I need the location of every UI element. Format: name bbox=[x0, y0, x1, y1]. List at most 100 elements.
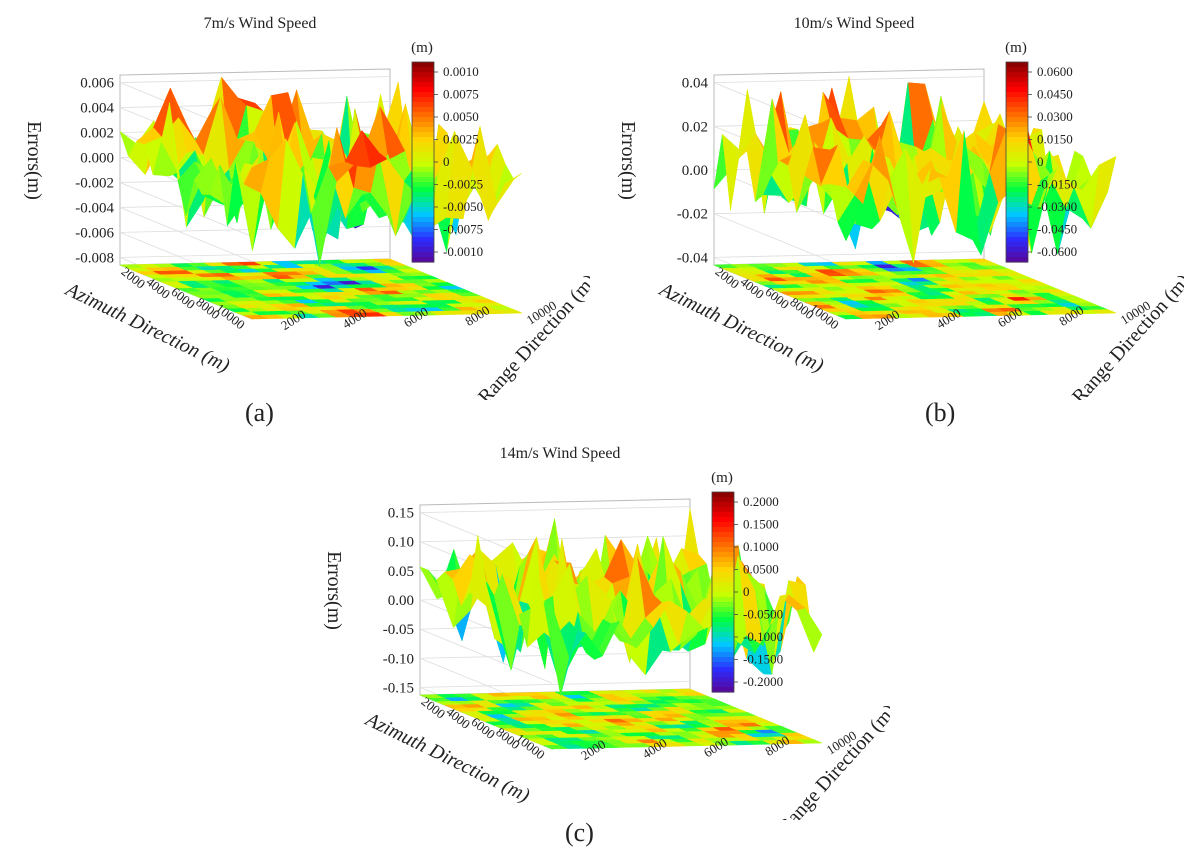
colorbar-step bbox=[712, 557, 734, 563]
colorbar-step bbox=[712, 562, 734, 568]
colorbar-tick-label: 0.0075 bbox=[443, 87, 479, 102]
panel-label-a: (a) bbox=[245, 398, 274, 427]
colorbar-step bbox=[412, 197, 434, 203]
colorbar-step bbox=[712, 577, 734, 583]
colorbar-tick-label: 0.0500 bbox=[743, 562, 779, 577]
colorbar-tick-label: -0.0600 bbox=[1037, 244, 1077, 259]
colorbar-step bbox=[412, 122, 434, 128]
colorbar-step bbox=[412, 157, 434, 163]
z-tick-label: -0.008 bbox=[75, 250, 114, 266]
colorbar-step bbox=[712, 527, 734, 533]
colorbar-step bbox=[712, 607, 734, 613]
colorbar-step bbox=[1006, 197, 1028, 203]
gridline bbox=[119, 251, 391, 258]
colorbar-step bbox=[1006, 257, 1028, 263]
gridline bbox=[419, 628, 553, 684]
contour-cell bbox=[496, 309, 523, 314]
floor-contour bbox=[713, 258, 1117, 320]
z-tick-label: -0.004 bbox=[75, 200, 114, 216]
colorbar-step bbox=[412, 257, 434, 263]
z-axis-label: Errors(m) bbox=[323, 551, 345, 630]
colorbar-step bbox=[1006, 172, 1028, 178]
colorbar-step bbox=[1006, 72, 1028, 78]
colorbar-step bbox=[1006, 147, 1028, 153]
colorbar-step bbox=[412, 107, 434, 113]
colorbar-step bbox=[412, 187, 434, 193]
chart-panel-a: 7m/s Wind Speed 0.006 0.004 0.002 0.000 -0.00… bbox=[0, 0, 590, 400]
chart-svg-b: 10m/s Wind Speed 0.04 0.02 0.00 -0.02 -0.04 Er… bbox=[617, 15, 1184, 400]
colorbar-step bbox=[412, 82, 434, 88]
colorbar-step bbox=[712, 647, 734, 653]
contour-cell bbox=[796, 739, 823, 744]
colorbar-tick-label: -0.1500 bbox=[743, 652, 783, 667]
contour-cell bbox=[1090, 309, 1117, 314]
colorbar-step bbox=[712, 642, 734, 648]
colorbar-step bbox=[412, 237, 434, 243]
colorbar-step bbox=[712, 507, 734, 513]
colorbar-step bbox=[712, 622, 734, 628]
colorbar-step bbox=[712, 672, 734, 678]
colorbar: (m) 0.0600 0.0450 0.0300 0.0150 0 -0.0150 -0.03… bbox=[1005, 40, 1077, 263]
chart-title: 7m/s Wind Speed bbox=[204, 15, 317, 32]
colorbar-step bbox=[412, 127, 434, 133]
colorbar-step bbox=[1006, 202, 1028, 208]
colorbar-step bbox=[712, 537, 734, 543]
gridline bbox=[119, 76, 391, 83]
colorbar-step bbox=[1006, 222, 1028, 228]
colorbar: (m) 0.0010 0.0075 0.0050 0.0025 0 -0.0025 -0.00… bbox=[411, 40, 483, 263]
colorbar-step bbox=[712, 677, 734, 683]
colorbar-step bbox=[712, 592, 734, 598]
gridline bbox=[713, 251, 985, 258]
z-tick-label: 0.006 bbox=[80, 76, 114, 92]
surface-facet bbox=[543, 601, 570, 696]
colorbar-unit: (m) bbox=[711, 470, 733, 486]
colorbar-step bbox=[412, 177, 434, 183]
colorbar-step bbox=[412, 242, 434, 248]
colorbar-step bbox=[412, 112, 434, 118]
colorbar-tick-label: 0 bbox=[443, 154, 450, 169]
colorbar-step bbox=[412, 212, 434, 218]
colorbar-step bbox=[1006, 252, 1028, 258]
gridline bbox=[419, 681, 691, 688]
colorbar-step bbox=[712, 547, 734, 553]
surface-facet bbox=[796, 607, 823, 653]
colorbar-step bbox=[412, 182, 434, 188]
z-tick-label: 0.15 bbox=[388, 506, 414, 522]
floor-contour bbox=[419, 688, 823, 750]
colorbar-tick-label: -0.0150 bbox=[1037, 177, 1077, 192]
colorbar-step bbox=[712, 572, 734, 578]
colorbar: (m) 0.2000 0.1500 0.1000 0.0500 0 -0.0500 -0.10… bbox=[711, 470, 783, 693]
colorbar-tick-label: 0.0300 bbox=[1037, 109, 1073, 124]
surface-facet bbox=[837, 195, 864, 242]
colorbar-step bbox=[712, 617, 734, 623]
surface-facet bbox=[243, 158, 270, 193]
chart-panel-b: 10m/s Wind Speed 0.04 0.02 0.00 -0.02 -0.04 Er… bbox=[594, 0, 1184, 400]
colorbar-step bbox=[1006, 82, 1028, 88]
colorbar-step bbox=[1006, 112, 1028, 118]
colorbar-step bbox=[1006, 182, 1028, 188]
colorbar-tick-label: 0.0010 bbox=[443, 64, 479, 79]
colorbar-step bbox=[712, 552, 734, 558]
colorbar-step bbox=[1006, 212, 1028, 218]
colorbar-step bbox=[412, 172, 434, 178]
z-axis-label: Errors(m) bbox=[23, 121, 45, 200]
z-tick-label: -0.15 bbox=[383, 680, 414, 696]
colorbar-step bbox=[712, 652, 734, 658]
z-tick-label: 0.00 bbox=[388, 593, 414, 609]
colorbar-tick-label: -0.0025 bbox=[443, 177, 483, 192]
z-tick-label: -0.02 bbox=[677, 207, 708, 223]
colorbar-tick-label: 0 bbox=[1037, 154, 1044, 169]
z-tick-label: -0.10 bbox=[383, 651, 414, 667]
colorbar-step bbox=[412, 142, 434, 148]
colorbar-step bbox=[712, 522, 734, 528]
colorbar-step bbox=[412, 72, 434, 78]
z-tick-label: 0.02 bbox=[682, 119, 708, 135]
colorbar-step bbox=[1006, 207, 1028, 213]
colorbar-step bbox=[712, 602, 734, 608]
colorbar-step bbox=[712, 512, 734, 518]
colorbar-tick-label: 0.0050 bbox=[443, 109, 479, 124]
colorbar-tick-label: 0.0150 bbox=[1037, 132, 1073, 147]
colorbar-step bbox=[712, 632, 734, 638]
colorbar-step bbox=[412, 217, 434, 223]
colorbar-step bbox=[412, 137, 434, 143]
